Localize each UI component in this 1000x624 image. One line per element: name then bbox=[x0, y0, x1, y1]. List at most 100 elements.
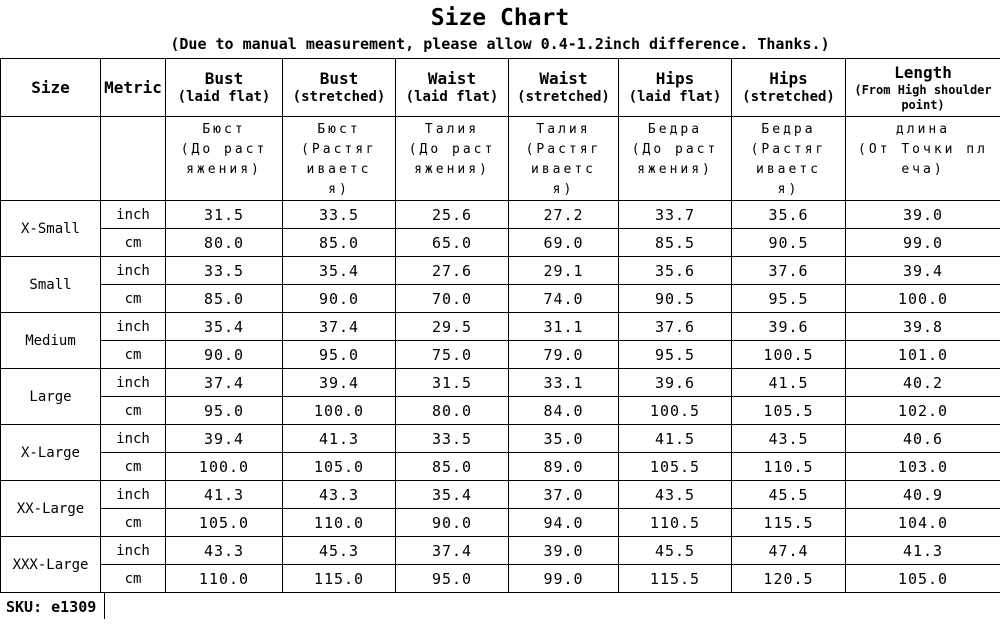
metric-cell: inch bbox=[101, 537, 166, 565]
value-cell: 35.0 bbox=[509, 425, 619, 453]
value-cell: 41.3 bbox=[166, 481, 283, 509]
value-cell: 40.2 bbox=[846, 369, 1000, 397]
value-cell: 41.3 bbox=[283, 425, 396, 453]
metric-cell: cm bbox=[101, 285, 166, 313]
value-cell: 39.0 bbox=[509, 537, 619, 565]
value-cell: 95.0 bbox=[166, 397, 283, 425]
col-header-hips-stretched-ru: Бедра (Растяг иваетс я) bbox=[732, 117, 846, 201]
metric-cell: cm bbox=[101, 509, 166, 537]
value-cell: 110.5 bbox=[732, 453, 846, 481]
size-label-cell: Large bbox=[1, 369, 101, 425]
value-cell: 45.3 bbox=[283, 537, 396, 565]
value-cell: 102.0 bbox=[846, 397, 1000, 425]
value-cell: 69.0 bbox=[509, 229, 619, 257]
header-row-ru: Бюст (До раст яжения) Бюст (Растяг ивает… bbox=[1, 117, 1000, 201]
value-cell: 95.5 bbox=[619, 341, 732, 369]
value-cell: 75.0 bbox=[396, 341, 509, 369]
metric-cell: inch bbox=[101, 313, 166, 341]
col-header-hips-stretched: Hips(stretched) bbox=[732, 59, 846, 117]
value-cell: 41.5 bbox=[619, 425, 732, 453]
value-cell: 79.0 bbox=[509, 341, 619, 369]
value-cell: 89.0 bbox=[509, 453, 619, 481]
size-label-cell: Small bbox=[1, 257, 101, 313]
value-cell: 80.0 bbox=[166, 229, 283, 257]
value-cell: 39.8 bbox=[846, 313, 1000, 341]
value-cell: 100.5 bbox=[619, 397, 732, 425]
value-cell: 37.6 bbox=[619, 313, 732, 341]
value-cell: 35.6 bbox=[732, 201, 846, 229]
col-header-waist-laid-flat-ru: Талия (До раст яжения) bbox=[396, 117, 509, 201]
value-cell: 43.3 bbox=[166, 537, 283, 565]
value-cell: 105.0 bbox=[846, 565, 1000, 593]
value-cell: 90.0 bbox=[166, 341, 283, 369]
value-cell: 90.0 bbox=[396, 509, 509, 537]
col-header-metric-ru-empty bbox=[101, 117, 166, 201]
col-header-bust-stretched: Bust(stretched) bbox=[283, 59, 396, 117]
col-header-length: Length(From High shoulder point) bbox=[846, 59, 1000, 117]
size-label-cell: X-Small bbox=[1, 201, 101, 257]
value-cell: 40.6 bbox=[846, 425, 1000, 453]
page-title: Size Chart bbox=[0, 0, 1000, 33]
value-cell: 105.5 bbox=[619, 453, 732, 481]
value-cell: 37.4 bbox=[283, 313, 396, 341]
value-cell: 37.6 bbox=[732, 257, 846, 285]
value-cell: 94.0 bbox=[509, 509, 619, 537]
metric-cell: inch bbox=[101, 257, 166, 285]
value-cell: 39.6 bbox=[619, 369, 732, 397]
col-header-waist-stretched: Waist(stretched) bbox=[509, 59, 619, 117]
value-cell: 95.5 bbox=[732, 285, 846, 313]
value-cell: 31.5 bbox=[166, 201, 283, 229]
sku-label: SKU: e1309 bbox=[0, 593, 105, 619]
col-header-size-label: Size bbox=[1, 78, 100, 98]
value-cell: 99.0 bbox=[509, 565, 619, 593]
value-cell: 115.5 bbox=[619, 565, 732, 593]
value-cell: 100.0 bbox=[846, 285, 1000, 313]
value-cell: 27.2 bbox=[509, 201, 619, 229]
value-cell: 80.0 bbox=[396, 397, 509, 425]
value-cell: 43.5 bbox=[732, 425, 846, 453]
value-cell: 95.0 bbox=[283, 341, 396, 369]
value-cell: 65.0 bbox=[396, 229, 509, 257]
value-cell: 43.5 bbox=[619, 481, 732, 509]
value-cell: 47.4 bbox=[732, 537, 846, 565]
value-cell: 110.0 bbox=[166, 565, 283, 593]
value-cell: 100.0 bbox=[283, 397, 396, 425]
size-label-cell: X-Large bbox=[1, 425, 101, 481]
value-cell: 39.6 bbox=[732, 313, 846, 341]
value-cell: 110.5 bbox=[619, 509, 732, 537]
value-cell: 25.6 bbox=[396, 201, 509, 229]
metric-cell: cm bbox=[101, 565, 166, 593]
page-subtitle: (Due to manual measurement, please allow… bbox=[0, 33, 1000, 59]
value-cell: 37.4 bbox=[396, 537, 509, 565]
value-cell: 110.0 bbox=[283, 509, 396, 537]
col-header-bust-stretched-ru: Бюст (Растяг иваетс я) bbox=[283, 117, 396, 201]
col-header-metric-label: Metric bbox=[101, 78, 165, 98]
value-cell: 84.0 bbox=[509, 397, 619, 425]
metric-cell: inch bbox=[101, 481, 166, 509]
value-cell: 33.5 bbox=[283, 201, 396, 229]
value-cell: 31.1 bbox=[509, 313, 619, 341]
value-cell: 39.4 bbox=[283, 369, 396, 397]
value-cell: 39.4 bbox=[846, 257, 1000, 285]
value-cell: 90.5 bbox=[619, 285, 732, 313]
value-cell: 90.0 bbox=[283, 285, 396, 313]
col-header-metric: Metric bbox=[101, 59, 166, 117]
value-cell: 103.0 bbox=[846, 453, 1000, 481]
col-header-hips-laid-flat: Hips(laid flat) bbox=[619, 59, 732, 117]
col-header-size: Size bbox=[1, 59, 101, 117]
col-header-bust-laid-flat: Bust(laid flat) bbox=[166, 59, 283, 117]
col-header-bust-laid-flat-ru: Бюст (До раст яжения) bbox=[166, 117, 283, 201]
sku-row: SKU: e1309 bbox=[0, 593, 1000, 624]
value-cell: 35.4 bbox=[396, 481, 509, 509]
metric-cell: cm bbox=[101, 397, 166, 425]
